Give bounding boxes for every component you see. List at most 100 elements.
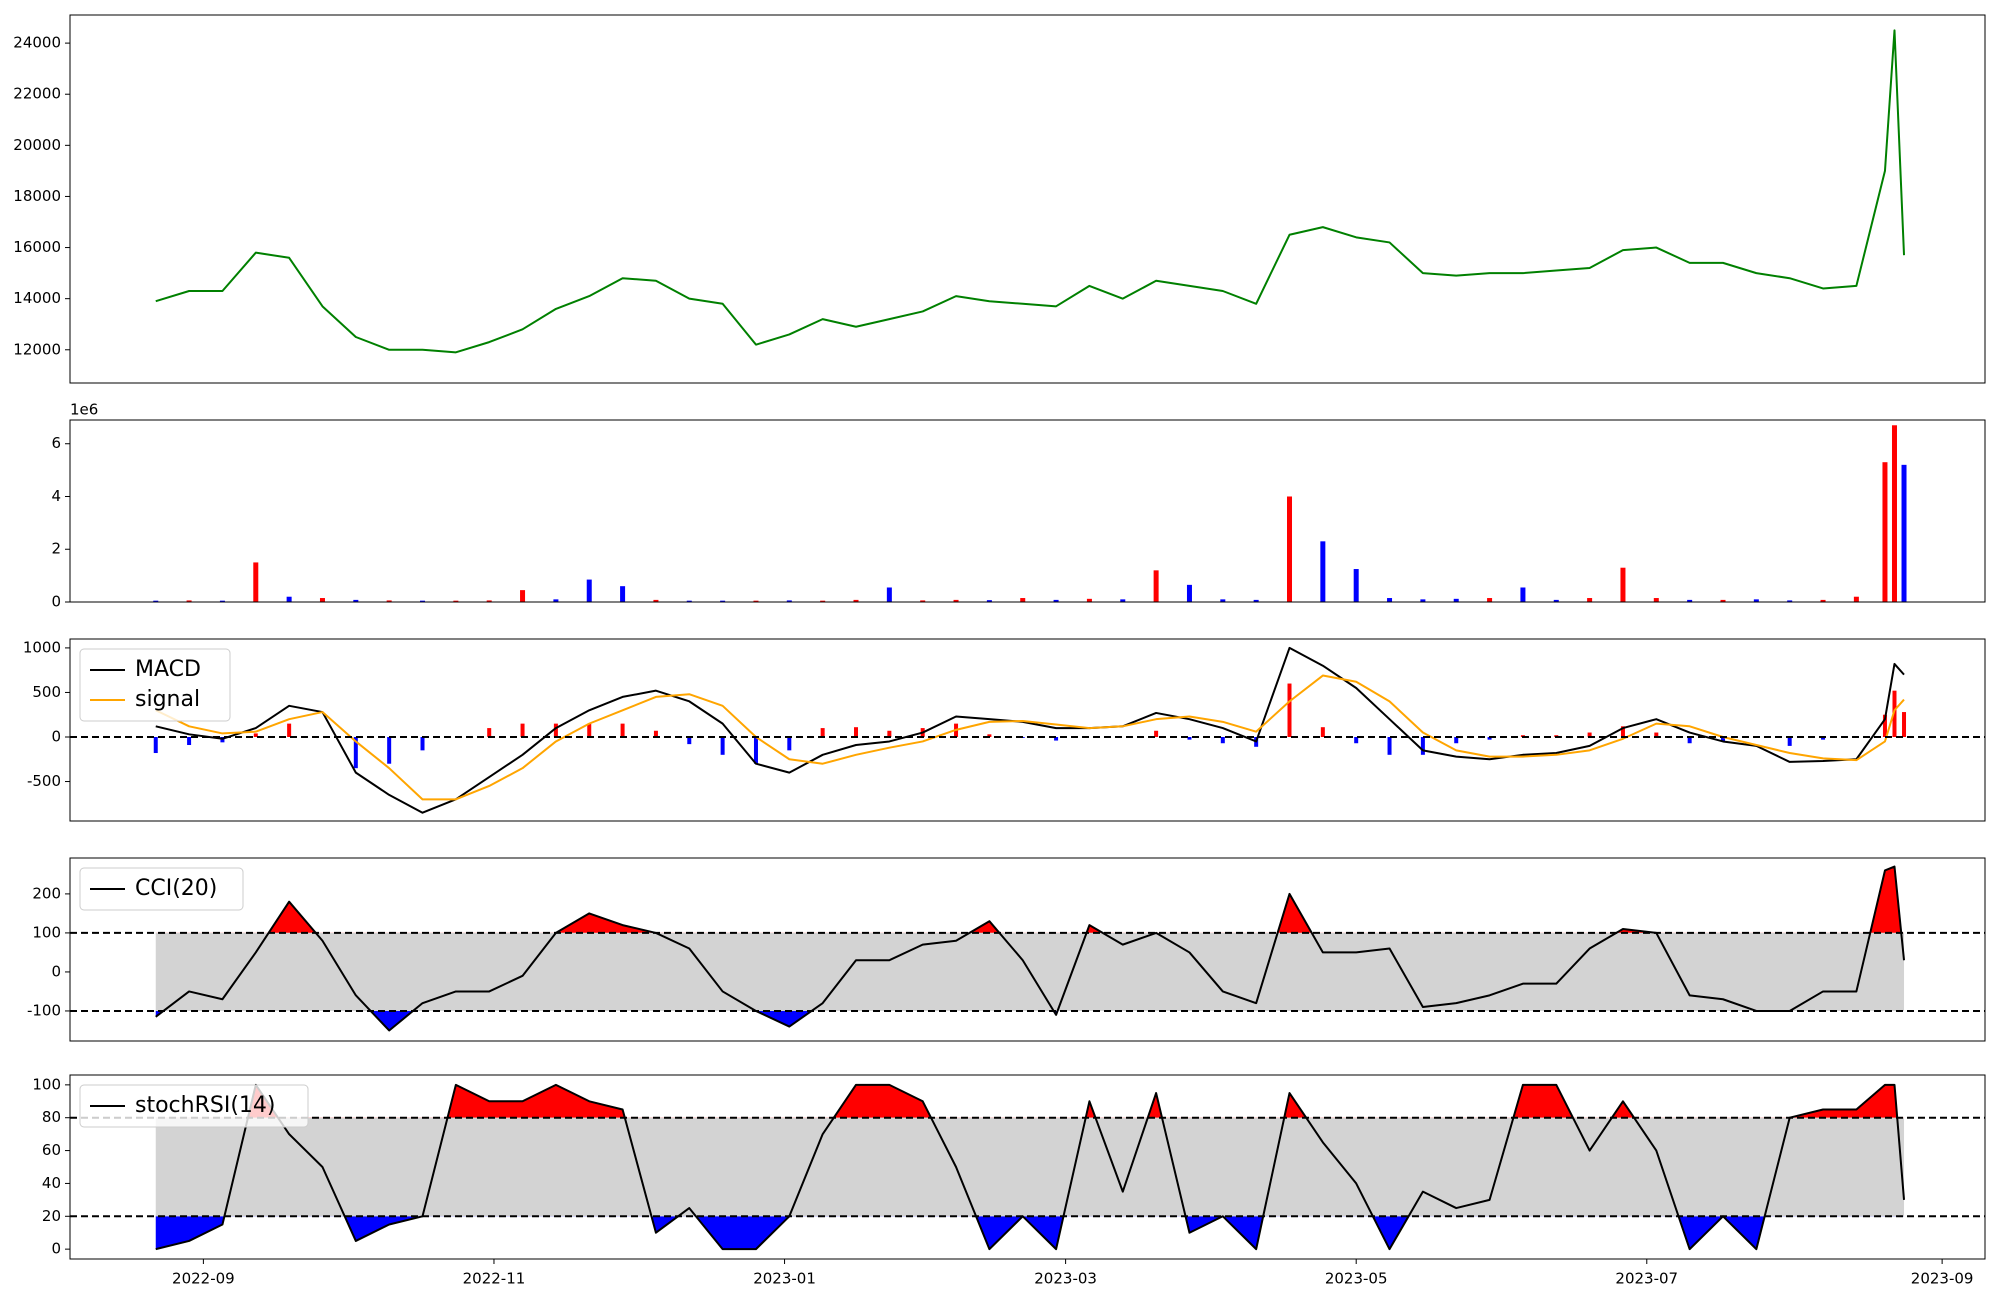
bar: [753, 600, 759, 602]
bar: [1787, 600, 1793, 602]
histogram-bar: [820, 728, 825, 737]
series-line: [155, 674, 1905, 801]
histogram-bar: [253, 733, 258, 737]
x-tick-label: 2023-07: [1615, 1270, 1678, 1288]
bar: [520, 590, 526, 602]
legend: stochRSI(14): [79, 1084, 309, 1128]
x-tick-label: 2023-01: [753, 1270, 816, 1288]
histogram-bar: [1320, 727, 1325, 737]
bar: [253, 562, 259, 602]
histogram-bar: [1720, 736, 1725, 742]
bar: [353, 599, 359, 602]
x-tick-label: 2022-09: [172, 1270, 235, 1288]
x-tick-label: 2022-11: [463, 1270, 526, 1288]
bar: [1853, 596, 1859, 602]
fill-above: [155, 1084, 1905, 1118]
y-tick-label: 0: [51, 593, 61, 611]
axes-frame: [69, 638, 1986, 822]
axes-frame: [69, 14, 1986, 384]
histogram-bar: [420, 736, 425, 751]
plot-area: [153, 425, 1907, 602]
histogram-bar: [753, 736, 758, 764]
histogram-bar: [1902, 712, 1907, 737]
bar: [1186, 584, 1192, 602]
y-tick-label: 22000: [13, 85, 61, 103]
bar: [1153, 570, 1159, 602]
bar: [420, 600, 426, 602]
y-tick-label: 500: [32, 683, 61, 701]
bar: [1253, 599, 1259, 602]
threshold-band: [155, 1117, 1905, 1217]
plot-area: [155, 1083, 1906, 1251]
histogram-bar: [1687, 736, 1692, 744]
y-tick-label: 20: [42, 1207, 61, 1225]
legend: MACD signal: [79, 648, 231, 722]
bar: [153, 600, 159, 602]
histogram-bar: [1154, 730, 1159, 737]
bar: [1891, 425, 1897, 602]
bar: [1487, 598, 1493, 602]
plot-area: [153, 646, 1907, 814]
bar: [386, 600, 392, 602]
bar: [820, 600, 826, 602]
legend-label: CCI(20): [135, 876, 217, 901]
y-tick-label: -500: [27, 772, 61, 790]
histogram-bar: [1787, 736, 1792, 746]
histogram-bar: [1487, 736, 1492, 740]
axes-frame: [69, 1074, 1986, 1260]
bar: [986, 600, 992, 602]
x-tick-label: 2023-03: [1034, 1270, 1097, 1288]
histogram-bar: [1420, 736, 1425, 755]
bar: [486, 600, 492, 602]
bar: [1901, 464, 1907, 602]
bar: [720, 600, 726, 602]
histogram-bar: [687, 736, 692, 745]
y-tick-label: 100: [32, 923, 61, 941]
histogram-bar: [487, 728, 492, 737]
y-tick-label: 200: [32, 884, 61, 902]
bar: [920, 600, 926, 602]
bar: [1620, 567, 1626, 602]
bar: [1882, 462, 1888, 602]
y-tick-label: 0: [51, 727, 61, 745]
bar: [319, 598, 325, 602]
y-tick-label: 2: [51, 540, 61, 558]
y-tick-label: 12000: [13, 340, 61, 358]
legend-label: MACD: [135, 657, 201, 682]
legend-box: [79, 648, 231, 722]
histogram-bar: [1054, 736, 1059, 741]
y-tick-label: 18000: [13, 187, 61, 205]
bar: [1220, 599, 1226, 602]
bar: [786, 600, 792, 602]
bar: [1687, 599, 1693, 602]
y-tick-label: 60: [42, 1141, 61, 1159]
y-tick-label: 0: [51, 962, 61, 980]
bar: [1320, 541, 1326, 602]
histogram-bar: [887, 730, 892, 737]
bar: [653, 599, 659, 602]
bar: [1020, 598, 1026, 602]
legend: CCI(20): [79, 867, 244, 911]
bar: [553, 599, 559, 602]
bar: [453, 600, 459, 602]
bar: [1287, 496, 1293, 602]
bar: [1720, 599, 1726, 602]
histogram-bar: [387, 736, 392, 764]
bar: [853, 599, 859, 602]
x-tick-label: 2023-05: [1325, 1270, 1388, 1288]
histogram-bar: [1287, 683, 1292, 737]
bar: [286, 596, 292, 602]
y-tick-label: -100: [27, 1001, 61, 1019]
histogram-bar: [587, 723, 592, 737]
legend-box: [79, 1084, 309, 1128]
y-tick-label: 40: [42, 1174, 61, 1192]
histogram-bar: [1354, 736, 1359, 744]
bar: [1053, 599, 1059, 602]
histogram-bar: [1654, 732, 1659, 737]
bar: [953, 599, 959, 602]
bar: [620, 586, 626, 602]
histogram-bar: [187, 736, 192, 746]
histogram-bar: [1454, 736, 1459, 744]
histogram-bar: [1187, 736, 1192, 740]
